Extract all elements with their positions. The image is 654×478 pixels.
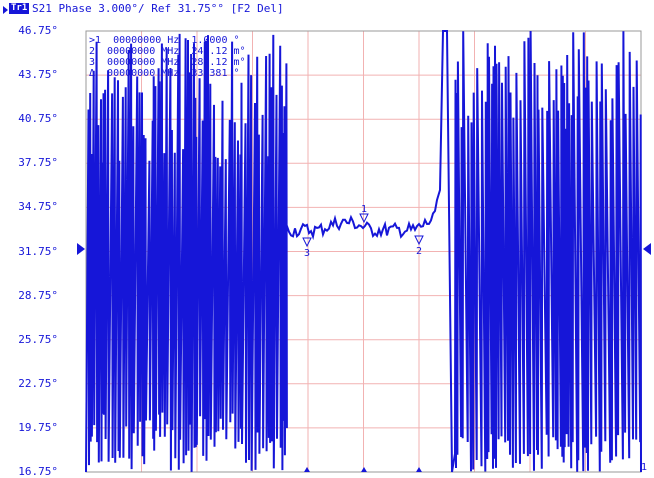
y-axis-label: 16.75° [18, 465, 58, 478]
s21-phase-trace [85, 30, 642, 473]
y-axis-label: 37.75° [18, 156, 58, 170]
marker-triangle-icon [414, 235, 424, 246]
marker-label: 2 [416, 246, 422, 257]
y-axis-label: 28.75° [18, 288, 58, 302]
ref-level-right-arrow-icon[interactable] [643, 243, 651, 255]
trace-end-label: 1 [641, 462, 648, 473]
y-axis-label: 22.75° [18, 376, 58, 390]
marker-group: 1 2 3 [302, 204, 424, 472]
marker-axis-tick-icon [361, 467, 367, 472]
marker-triangle-icon [359, 213, 369, 224]
ref-level-left-arrow-icon[interactable] [77, 243, 85, 255]
marker-triangle-icon [302, 237, 312, 248]
marker-readout-row: >1 00000000 Hz 1.0000 ° [89, 35, 240, 46]
marker-label: 1 [361, 204, 367, 215]
trace-header: Tr1 S21 Phase 3.000°/ Ref 31.75°° [F2 De… [0, 0, 654, 18]
marker-readout-row: 3 00000000 MHz 287.12 m° [89, 57, 246, 68]
y-axis-label: 25.75° [18, 332, 58, 346]
trace-title[interactable]: S21 Phase 3.000°/ Ref 31.75°° [F2 Del] [32, 2, 284, 15]
marker-label: 3 [304, 248, 310, 259]
marker-readout: >1 00000000 Hz 1.0000 ° 2 00000000 MHz 24… [89, 35, 246, 79]
channel-badge[interactable]: Tr1 [9, 3, 30, 14]
marker-axis-tick-icon [304, 467, 310, 472]
y-axis-label: 40.75° [18, 112, 58, 126]
y-axis-label: 19.75° [18, 420, 58, 434]
y-axis-label: 43.75° [18, 68, 58, 82]
active-trace-triangle-icon [3, 6, 8, 14]
marker-readout-row: 2 00000000 MHz 249.12 m° [89, 46, 246, 57]
trace-line [85, 30, 642, 473]
marker-readout-row: Δ 00000000 MHz 33.381 ° [89, 68, 240, 79]
marker-axis-tick-icon [416, 467, 422, 472]
y-axis-label: 46.75° [18, 24, 58, 37]
y-axis-label: 31.75° [18, 244, 58, 258]
y-axis-label: 34.75° [18, 200, 58, 214]
